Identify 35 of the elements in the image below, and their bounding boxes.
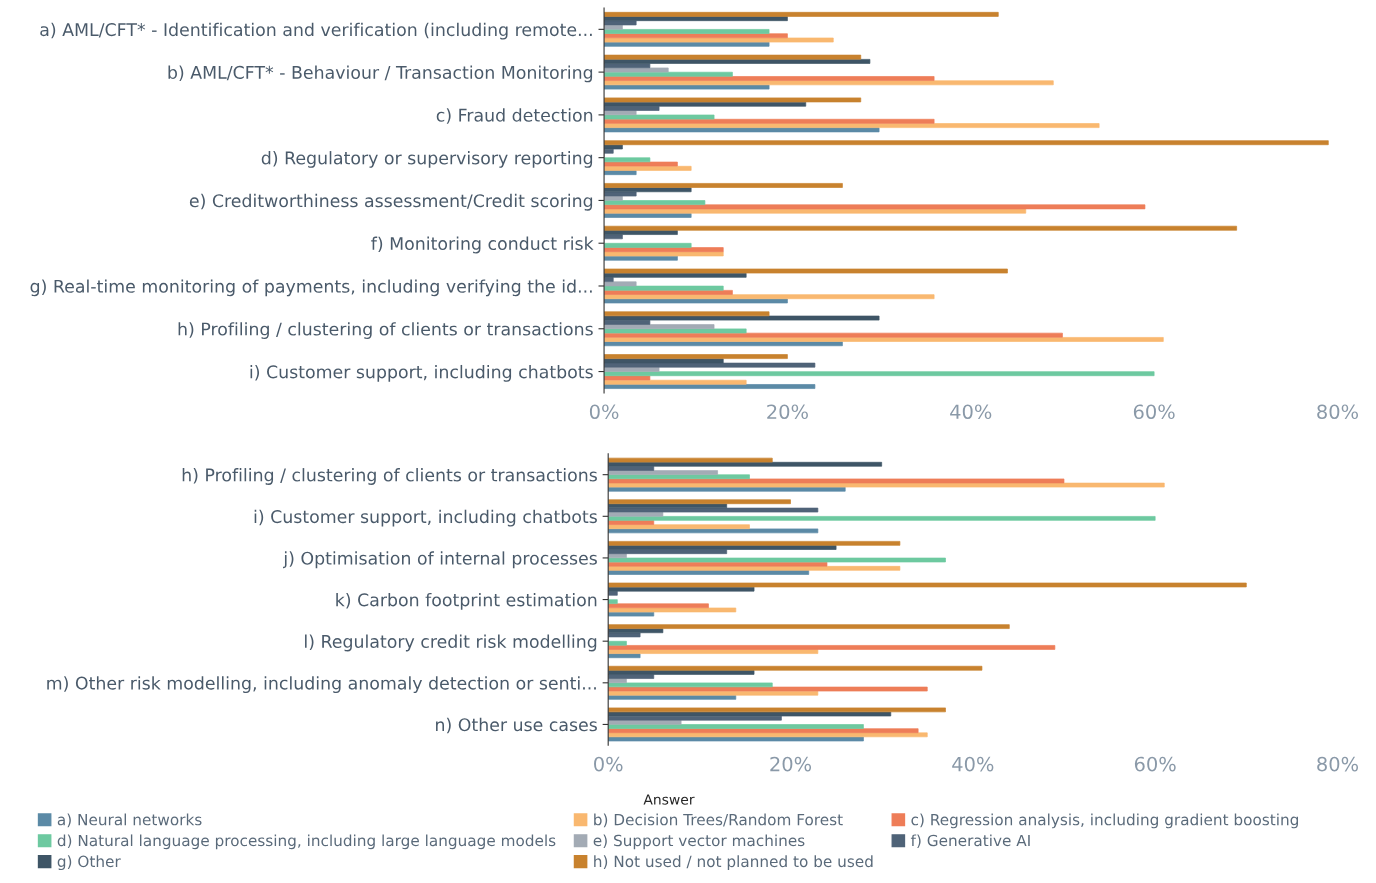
legend-label: c) Regression analysis, including gradient boosting xyxy=(911,813,1298,829)
x-tick-label: 40% xyxy=(952,756,994,772)
x-tick-label: 80% xyxy=(1317,756,1359,772)
legend-label: h) Not used / not planned to be used xyxy=(594,855,873,871)
x-tick-label: 80% xyxy=(1317,404,1359,420)
legend-label: d) Natural language processing, including large language models xyxy=(57,834,556,850)
y-tick-label: m) Other risk modelling, including anomaly detection or senti... xyxy=(47,676,596,694)
y-tick-label: n) Other use cases xyxy=(436,717,597,734)
x-tick-label: 60% xyxy=(1133,404,1175,420)
x-tick-label: 20% xyxy=(767,404,808,420)
y-tick-label: i) Customer support, including chatbots xyxy=(254,509,597,527)
x-tick-label: 20% xyxy=(770,756,812,772)
y-tick-label: f) Monitoring conduct risk xyxy=(371,236,594,254)
legend-title: Answer xyxy=(643,794,695,805)
y-tick-label: h) Profiling / clustering of clients or transactions xyxy=(178,322,593,339)
legend-label: g) Other xyxy=(57,855,121,871)
y-tick-label: e) Creditworthiness assessment/Credit scoring xyxy=(189,193,593,211)
y-tick-label: i) Customer support, including chatbots xyxy=(250,364,593,382)
y-tick-label: k) Carbon footprint estimation xyxy=(336,592,597,610)
x-tick-label: 40% xyxy=(950,404,992,420)
legend-label: e) Support vector machines xyxy=(593,834,805,850)
legend-label: f) Generative AI xyxy=(910,834,1030,849)
y-tick-label: h) Profiling / clustering of clients or transactions xyxy=(182,468,597,485)
legend-label: a) Neural networks xyxy=(57,813,202,828)
y-tick-label: l) Regulatory credit risk modelling xyxy=(305,634,597,652)
y-tick-label: b) AML/CFT* - Behaviour / Transaction Monitoring xyxy=(168,65,593,83)
legend-label: b) Decision Trees/Random Forest xyxy=(594,813,843,828)
y-tick-label: g) Real-time monitoring of payments, including verifying the id... xyxy=(30,279,592,297)
y-tick-label: c) Fraud detection xyxy=(436,108,593,124)
x-tick-label: 0% xyxy=(594,756,623,772)
y-tick-label: d) Regulatory or supervisory reporting xyxy=(261,151,593,168)
x-tick-label: 0% xyxy=(589,404,619,420)
y-tick-label: a) AML/CFT* - Identification and verification (including remote... xyxy=(40,22,592,40)
x-tick-label: 60% xyxy=(1134,756,1176,772)
y-tick-label: j) Optimisation of internal processes xyxy=(283,551,597,569)
